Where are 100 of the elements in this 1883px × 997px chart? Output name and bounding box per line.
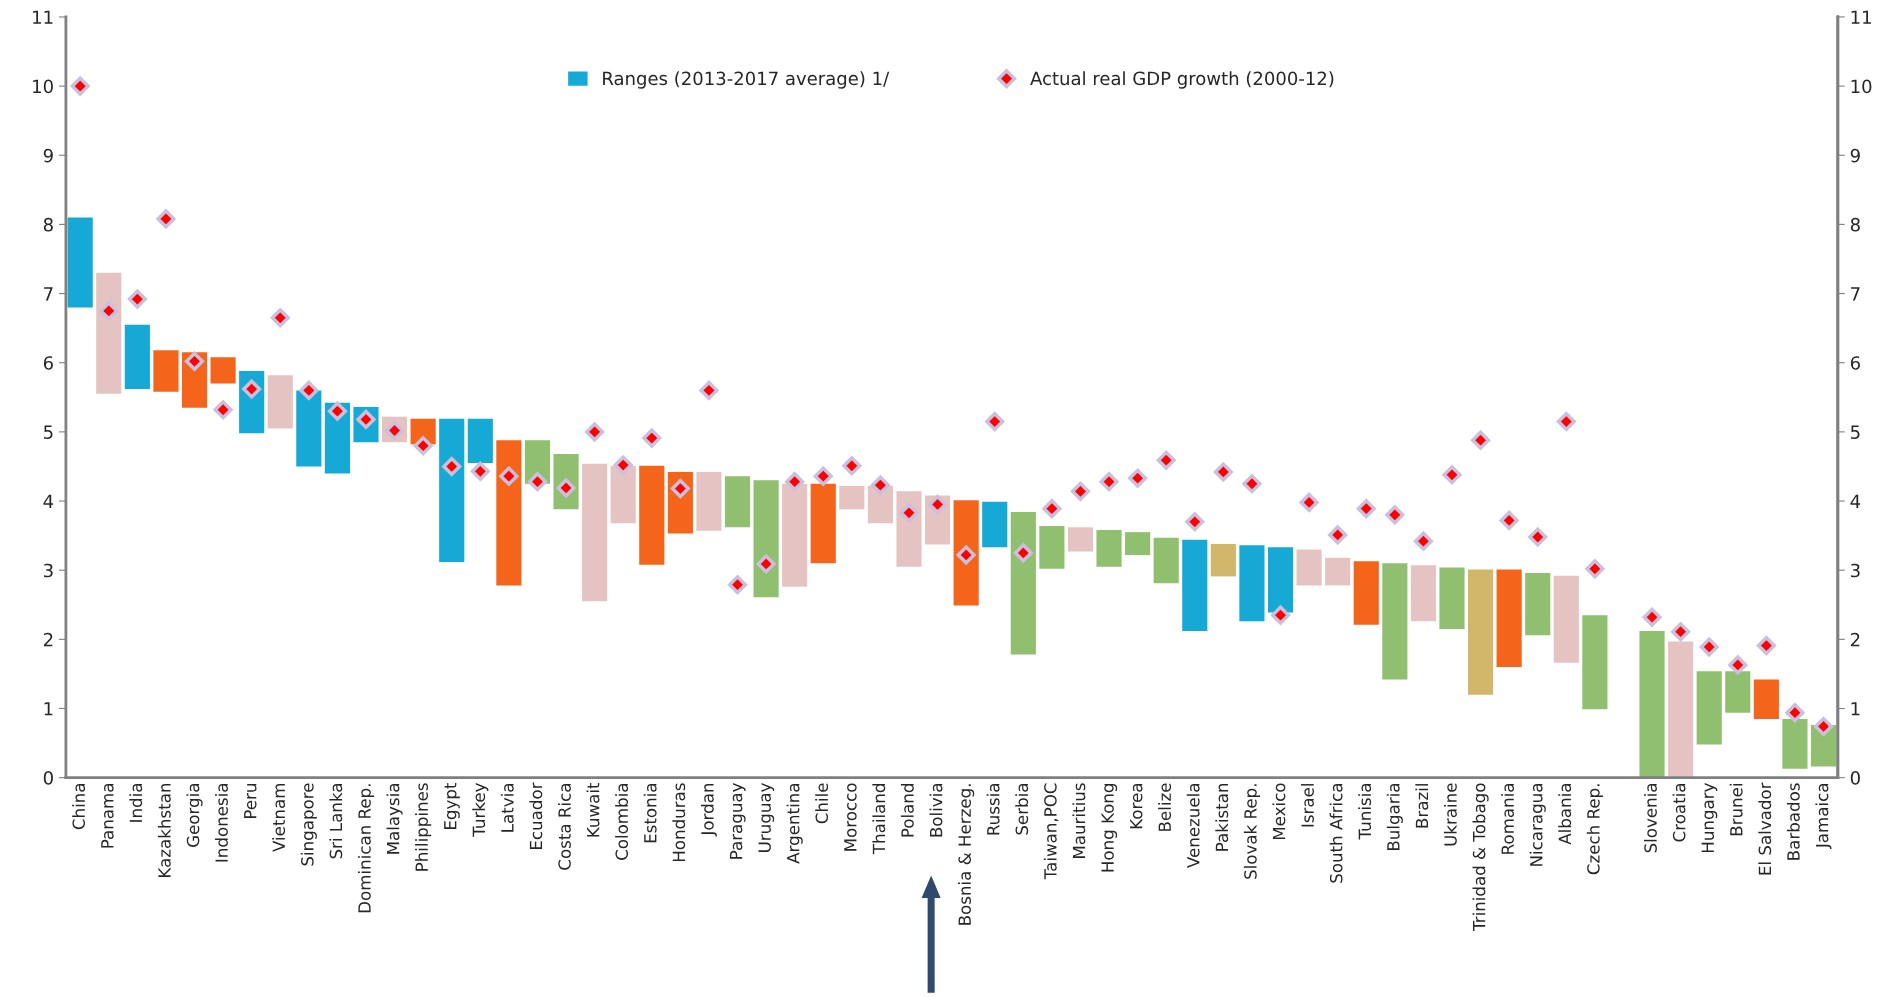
x-tick-label: Paraguay bbox=[729, 783, 746, 859]
y2-tick-label: 9 bbox=[1850, 148, 1860, 163]
x-tick-label: Slovenia bbox=[1643, 784, 1657, 853]
x-tick-label: Bolivia bbox=[929, 784, 943, 837]
y-tick-label: 6 bbox=[43, 356, 53, 370]
bar bbox=[1353, 561, 1379, 625]
x-tick-label: Morocco bbox=[844, 783, 857, 851]
bar bbox=[1210, 543, 1236, 577]
y2-tick-label: 4 bbox=[1850, 494, 1861, 508]
bar bbox=[153, 350, 179, 392]
x-tick-label: Czech Rep. bbox=[1586, 784, 1603, 875]
bar bbox=[124, 324, 150, 390]
x-tick-label: China bbox=[72, 784, 86, 830]
bar bbox=[1067, 527, 1094, 552]
legend-label: Ranges (2013-2017 average) 1/ bbox=[603, 71, 890, 89]
x-tick-label: Israel bbox=[1301, 784, 1314, 827]
x-tick-label: Costa Rica bbox=[557, 784, 571, 870]
x-tick-label: Kuwait bbox=[586, 782, 600, 837]
x-tick-label: Latvia bbox=[500, 784, 514, 832]
x-tick-label: Taiwan,POC bbox=[1043, 783, 1059, 880]
bar bbox=[1382, 563, 1408, 680]
bar bbox=[1296, 549, 1322, 586]
bar bbox=[496, 440, 522, 586]
x-tick-label: Argentina bbox=[786, 784, 803, 864]
x-tick-label: Tunisia bbox=[1358, 784, 1372, 840]
y-tick-label: 10 bbox=[33, 79, 53, 94]
y-tick-label: 11 bbox=[33, 10, 53, 24]
x-tick-label: Bulgaria bbox=[1386, 784, 1403, 850]
x-tick-label: Hungary bbox=[1701, 783, 1718, 853]
bar bbox=[1153, 537, 1179, 584]
bar bbox=[96, 272, 122, 394]
y-tick-label: 8 bbox=[43, 217, 53, 232]
bar bbox=[753, 480, 779, 598]
x-tick-label: Peru bbox=[244, 784, 257, 818]
x-tick-label: Ecuador bbox=[529, 782, 543, 849]
x-tick-label: Uruguay bbox=[758, 783, 775, 852]
x-tick-label: Russia bbox=[986, 784, 1000, 835]
bar bbox=[1325, 557, 1351, 586]
bar bbox=[1096, 530, 1122, 567]
x-tick-label: Belize bbox=[1158, 783, 1172, 831]
x-tick-label: Egypt bbox=[444, 782, 460, 829]
bar bbox=[1239, 545, 1265, 622]
x-tick-label: Ukraine bbox=[1443, 783, 1457, 846]
bar bbox=[1439, 567, 1465, 629]
bar bbox=[439, 418, 465, 562]
x-tick-label: Serbia bbox=[1015, 784, 1029, 835]
bar bbox=[1039, 525, 1065, 569]
x-tick-label: Poland bbox=[900, 784, 914, 837]
x-tick-label: Colombia bbox=[615, 784, 629, 860]
x-tick-label: Dominican Rep. bbox=[357, 784, 375, 913]
x-tick-label: Brunei bbox=[1729, 784, 1743, 836]
x-tick-label: Kazakhstan bbox=[157, 783, 171, 877]
x-tick-label: Singapore bbox=[300, 783, 317, 866]
x-tick-label: India bbox=[129, 784, 143, 822]
bar bbox=[839, 485, 865, 510]
x-tick-label: El Salvador bbox=[1758, 782, 1772, 875]
bar bbox=[953, 500, 979, 606]
x-tick-label: Mexico bbox=[1272, 783, 1286, 840]
x-tick-label: Panama bbox=[101, 784, 114, 848]
x-tick-label: Croatia bbox=[1672, 784, 1686, 842]
x-tick-label: Trinidad & Tobago bbox=[1472, 783, 1489, 932]
x-tick-label: Hong Kong bbox=[1101, 784, 1118, 872]
y2-tick-label: 8 bbox=[1850, 217, 1860, 232]
x-tick-label: Romania bbox=[1501, 784, 1514, 854]
y-tick-label: 4 bbox=[43, 494, 54, 508]
bar bbox=[696, 471, 722, 531]
y2-tick-label: 10 bbox=[1851, 79, 1872, 94]
y2-tick-label: 1 bbox=[1851, 702, 1860, 716]
x-tick-label: Turkey bbox=[472, 783, 489, 837]
bar bbox=[1410, 565, 1436, 622]
y2-tick-label: 6 bbox=[1850, 356, 1860, 370]
x-tick-label: Georgia bbox=[186, 784, 203, 847]
y2-tick-label: 0 bbox=[1850, 771, 1860, 785]
bar bbox=[210, 357, 236, 384]
x-tick-label: Estonia bbox=[643, 784, 657, 843]
y-tick-label: 9 bbox=[43, 148, 53, 163]
bar bbox=[1753, 679, 1779, 719]
x-tick-label: South Africa bbox=[1329, 784, 1343, 883]
y-tick-label: 2 bbox=[43, 632, 53, 647]
bar bbox=[1010, 512, 1036, 655]
bar bbox=[1182, 539, 1208, 632]
y-tick-label: 7 bbox=[44, 287, 53, 301]
x-tick-label: Jordan bbox=[700, 783, 717, 837]
x-tick-label: Sri Lanka bbox=[329, 784, 343, 859]
x-tick-label: Malaysia bbox=[386, 784, 403, 854]
x-tick-label: Nicaragua bbox=[1529, 784, 1546, 866]
y2-tick-label: 3 bbox=[1850, 563, 1860, 578]
x-tick-label: Jamaica bbox=[1815, 784, 1832, 849]
bar bbox=[1467, 569, 1494, 695]
legend-label: Actual real GDP growth (2000-12) bbox=[1030, 71, 1334, 89]
bar bbox=[1553, 575, 1579, 663]
bar bbox=[1496, 569, 1522, 668]
y-tick-label: 5 bbox=[44, 425, 53, 439]
bar bbox=[1525, 572, 1551, 636]
y-tick-label: 3 bbox=[43, 563, 53, 578]
y-tick-label: 0 bbox=[43, 771, 53, 785]
bar bbox=[724, 476, 751, 528]
y2-tick-label: 2 bbox=[1850, 632, 1860, 647]
x-tick-label: Slovak Rep. bbox=[1243, 784, 1260, 879]
x-tick-label: Thailand bbox=[872, 784, 886, 855]
